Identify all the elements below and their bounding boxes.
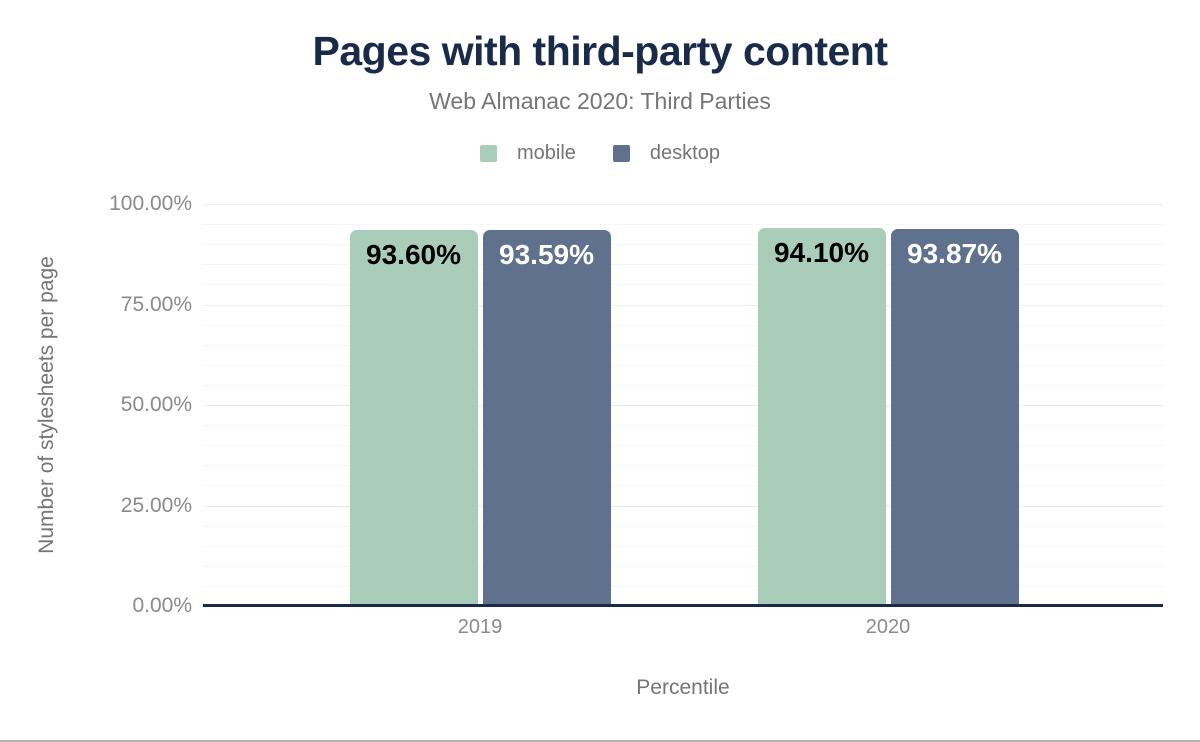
gridline-minor-95 — [203, 224, 1163, 226]
gridline-major-50 — [203, 405, 1163, 406]
gridline-minor-20 — [203, 525, 1163, 527]
gridline-minor-40 — [203, 445, 1163, 447]
legend-item-desktop: desktop — [612, 142, 720, 165]
gridline-minor-55 — [203, 384, 1163, 386]
plot-area: 93.60% 93.59% 94.10% 93.87% — [203, 204, 1163, 606]
gridline-minor-30 — [203, 485, 1163, 487]
legend-swatch-desktop — [612, 145, 630, 162]
gridline-minor-35 — [203, 465, 1163, 467]
x-tick-label-2019: 2019 — [457, 616, 503, 638]
legend-item-mobile: mobile — [480, 142, 576, 165]
gridline-minor-10 — [203, 565, 1163, 567]
chart-title: Pages with third-party content — [312, 28, 889, 74]
window-bottom-border — [0, 740, 1200, 742]
y-tick-label-75: 75.00% — [120, 292, 192, 316]
legend-label: mobile — [517, 142, 576, 164]
y-tick-label-0: 0.00% — [132, 594, 192, 617]
y-tick-label-25: 25.00% — [120, 493, 192, 517]
chart-subtitle: Web Almanac 2020: Third Parties — [429, 88, 771, 114]
gridline-minor-5 — [203, 585, 1163, 587]
bar-mobile-2019[interactable]: 93.60% — [349, 229, 478, 606]
x-axis-line — [203, 604, 1163, 607]
gridline-minor-65 — [203, 344, 1163, 346]
bar-value-label-desktop-2019: 93.59% — [499, 238, 594, 270]
legend: mobile desktop — [0, 142, 1200, 165]
y-tick-label-100: 100.00% — [109, 192, 192, 215]
legend-label: desktop — [649, 142, 720, 164]
bar-desktop-2020[interactable]: 93.87% — [890, 228, 1019, 606]
gridline-minor-15 — [203, 545, 1163, 547]
bar-value-label-mobile-2020: 94.10% — [774, 236, 869, 268]
bar-value-label-mobile-2019: 93.60% — [366, 238, 461, 270]
gridline-minor-90 — [203, 244, 1163, 246]
gridline-major-75 — [203, 304, 1163, 306]
gridline-minor-85 — [203, 264, 1163, 266]
gridline-minor-70 — [203, 324, 1163, 326]
gridline-major-100 — [203, 204, 1163, 205]
x-tick-label-2020: 2020 — [865, 616, 911, 638]
gridline-minor-45 — [203, 425, 1163, 427]
bar-mobile-2020[interactable]: 94.10% — [757, 227, 886, 606]
bar-value-label-desktop-2020: 93.87% — [907, 237, 1002, 269]
gridline-minor-80 — [203, 284, 1163, 286]
legend-swatch-mobile — [480, 145, 497, 162]
y-tick-label-50: 50.00% — [120, 393, 192, 416]
x-axis-title: Percentile — [636, 676, 730, 699]
gridline-major-25 — [203, 505, 1163, 507]
bar-desktop-2019[interactable]: 93.59% — [482, 229, 611, 606]
gridline-minor-60 — [203, 364, 1163, 366]
y-axis-ticks: 100.00% 75.00% 50.00% 25.00% 0.00% — [0, 192, 192, 617]
